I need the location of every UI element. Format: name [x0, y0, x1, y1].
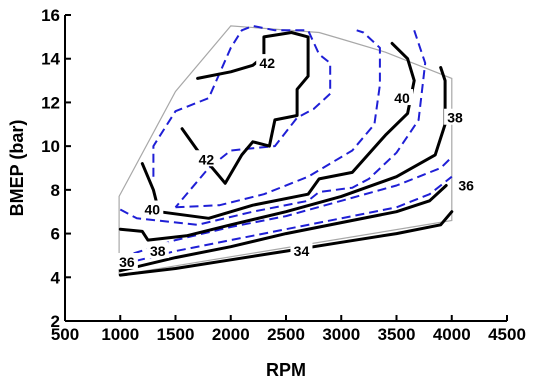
x-tick-label-3000: 3000: [322, 325, 360, 344]
contour-label-1: 36: [119, 254, 135, 270]
x-tick-label-3500: 3500: [378, 325, 416, 344]
contour-label-bg-7: [256, 54, 279, 71]
dashed-contour-3: [175, 29, 381, 209]
y-tick-label-12: 12: [41, 93, 60, 112]
contour-label-5: 40: [145, 202, 161, 218]
contour-label-6: 40: [394, 90, 410, 106]
dashed-contour-1: [119, 156, 453, 259]
dashed-contour-4: [152, 24, 332, 208]
x-tick-label-2000: 2000: [212, 325, 250, 344]
contour-label-bg-2: [455, 176, 478, 193]
y-tick-label-4: 4: [51, 268, 61, 287]
y-tick-label-16: 16: [41, 6, 60, 25]
contour-label-bg-1: [115, 252, 138, 269]
x-axis-title: RPM: [266, 360, 306, 380]
contour-label-bg-3: [146, 242, 169, 259]
x-tick-label-4000: 4000: [433, 325, 471, 344]
contour-label-7: 42: [259, 55, 275, 71]
x-tick-label-1500: 1500: [157, 325, 195, 344]
x-tick-label-4500: 4500: [488, 325, 526, 344]
solid-contour-36: [118, 184, 448, 273]
contour-label-bg-4: [444, 108, 467, 125]
y-tick-label-6: 6: [51, 225, 60, 244]
y-tick-label-2: 2: [51, 312, 60, 331]
y-axis-title: BMEP (bar): [7, 120, 27, 217]
plot-area: 34 36 36 38 38 40 40 42 42: [115, 24, 478, 277]
contour-label-bg-5: [141, 200, 164, 217]
contour-label-2: 36: [458, 177, 474, 193]
y-tick-label-8: 8: [51, 181, 60, 200]
dashed-contour-0: [122, 175, 453, 266]
axes: 500 1000 1500 2000 2500 3000 3500 4000 4500 2 4 6 8 1…: [41, 6, 526, 344]
contour-label-bg-8: [195, 150, 218, 167]
x-tick-label-2500: 2500: [267, 325, 305, 344]
operating-boundary: [118, 25, 453, 276]
contour-label-bg-6: [391, 89, 414, 106]
solid-contour-34: [118, 210, 454, 277]
y-tick-label-14: 14: [41, 50, 60, 69]
contour-label-3: 38: [150, 243, 166, 259]
contour-label-8: 42: [199, 151, 215, 167]
contour-label-4: 38: [447, 110, 463, 126]
x-tick-label-500: 500: [51, 325, 79, 344]
y-tick-label-10: 10: [41, 137, 60, 156]
x-tick-label-1000: 1000: [101, 325, 139, 344]
contour-label-bg-0: [290, 242, 313, 259]
contour-label-0: 34: [294, 243, 310, 259]
